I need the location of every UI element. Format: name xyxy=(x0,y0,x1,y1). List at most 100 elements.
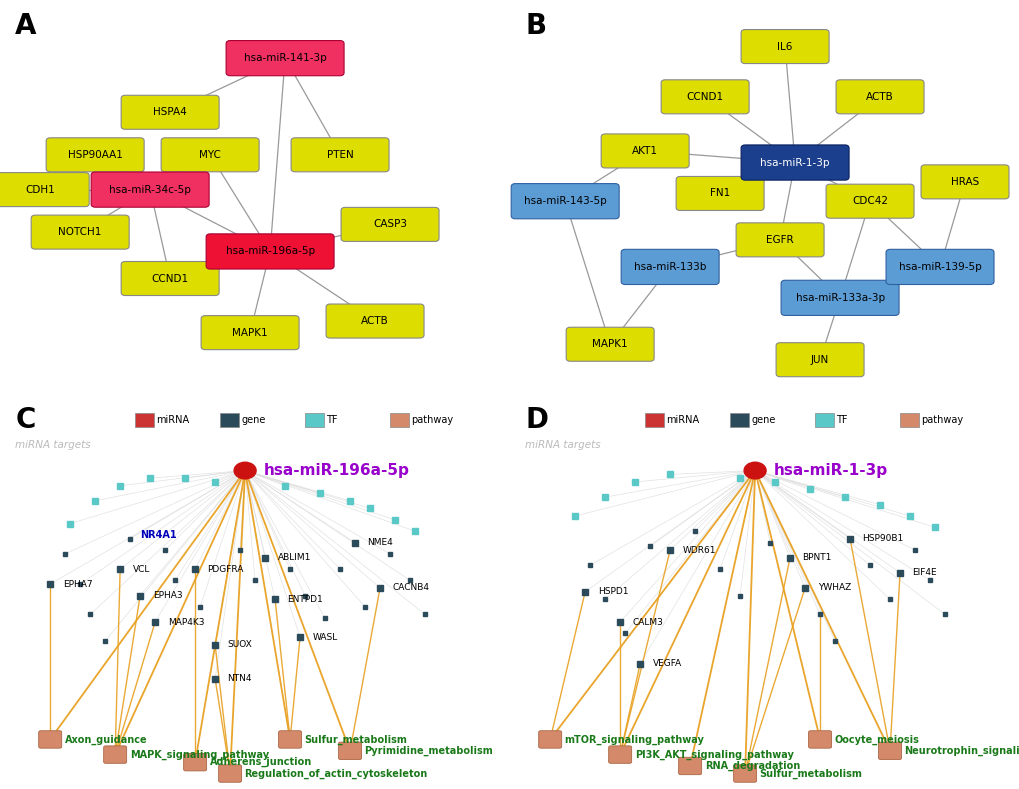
FancyBboxPatch shape xyxy=(836,80,923,114)
Text: HRAS: HRAS xyxy=(950,177,978,187)
Text: miRNA targets: miRNA targets xyxy=(525,440,600,451)
Text: hsa-miR-1-3p: hsa-miR-1-3p xyxy=(772,463,887,478)
FancyBboxPatch shape xyxy=(899,413,918,427)
Text: VEGFA: VEGFA xyxy=(652,659,681,668)
Text: BPNT1: BPNT1 xyxy=(802,553,832,563)
FancyBboxPatch shape xyxy=(730,413,748,427)
Text: A: A xyxy=(15,12,37,39)
FancyBboxPatch shape xyxy=(600,134,689,168)
Text: IL6: IL6 xyxy=(776,42,792,51)
Text: MYC: MYC xyxy=(199,150,221,160)
Text: HSP90AA1: HSP90AA1 xyxy=(67,150,122,160)
FancyBboxPatch shape xyxy=(91,172,209,208)
FancyBboxPatch shape xyxy=(886,249,994,285)
Text: hsa-miR-34c-5p: hsa-miR-34c-5p xyxy=(109,185,191,195)
FancyBboxPatch shape xyxy=(660,80,748,114)
Text: Oocyte_meiosis: Oocyte_meiosis xyxy=(834,735,918,745)
Text: hsa-miR-133b: hsa-miR-133b xyxy=(634,262,705,272)
Text: gene: gene xyxy=(240,415,265,425)
Text: HSPD1: HSPD1 xyxy=(597,587,628,596)
Text: miRNA: miRNA xyxy=(156,415,190,425)
Text: EPHA3: EPHA3 xyxy=(153,591,182,600)
Text: CALM3: CALM3 xyxy=(632,618,663,626)
Text: EPHA7: EPHA7 xyxy=(62,580,92,589)
FancyBboxPatch shape xyxy=(220,413,238,427)
Text: YWHAZ: YWHAZ xyxy=(817,583,850,593)
Text: NTN4: NTN4 xyxy=(227,675,252,683)
FancyBboxPatch shape xyxy=(814,413,833,427)
Text: miRNA targets: miRNA targets xyxy=(15,440,91,451)
Text: hsa-miR-143-5p: hsa-miR-143-5p xyxy=(524,196,606,206)
Text: ENTPD1: ENTPD1 xyxy=(287,595,323,604)
Text: FN1: FN1 xyxy=(709,189,730,199)
Text: MAPK1: MAPK1 xyxy=(592,339,628,350)
FancyBboxPatch shape xyxy=(825,184,913,219)
Text: PTEN: PTEN xyxy=(326,150,354,160)
Text: ACTB: ACTB xyxy=(361,316,388,326)
FancyBboxPatch shape xyxy=(32,215,129,249)
FancyBboxPatch shape xyxy=(206,234,334,269)
FancyBboxPatch shape xyxy=(104,746,126,763)
FancyBboxPatch shape xyxy=(621,249,718,285)
FancyBboxPatch shape xyxy=(511,184,619,219)
FancyBboxPatch shape xyxy=(121,261,219,296)
Text: Sulfur_metabolism: Sulfur_metabolism xyxy=(305,735,407,745)
FancyBboxPatch shape xyxy=(644,413,663,427)
FancyBboxPatch shape xyxy=(608,746,631,763)
FancyBboxPatch shape xyxy=(39,731,61,748)
Circle shape xyxy=(234,462,256,479)
FancyBboxPatch shape xyxy=(736,222,823,257)
Text: pathway: pathway xyxy=(411,415,452,425)
Text: CASP3: CASP3 xyxy=(373,219,407,230)
FancyBboxPatch shape xyxy=(201,316,299,350)
Text: HSP90B1: HSP90B1 xyxy=(862,534,903,544)
Text: PI3K_AKT_signaling_pathway: PI3K_AKT_signaling_pathway xyxy=(634,750,793,760)
Text: C: C xyxy=(15,406,36,434)
Text: ACTB: ACTB xyxy=(865,92,893,102)
Text: Axon_guidance: Axon_guidance xyxy=(64,735,147,745)
Circle shape xyxy=(744,462,765,479)
FancyBboxPatch shape xyxy=(218,765,242,782)
FancyBboxPatch shape xyxy=(877,742,901,760)
Text: mTOR_signaling_pathway: mTOR_signaling_pathway xyxy=(565,735,704,745)
FancyBboxPatch shape xyxy=(920,165,1008,199)
Text: MAPK1: MAPK1 xyxy=(232,327,268,338)
Text: hsa-miR-196a-5p: hsa-miR-196a-5p xyxy=(263,463,409,478)
Text: CCND1: CCND1 xyxy=(152,274,189,283)
FancyBboxPatch shape xyxy=(290,138,388,172)
Text: Pyrimidine_metabolism: Pyrimidine_metabolism xyxy=(364,746,493,756)
Text: TF: TF xyxy=(326,415,337,425)
Text: SUOX: SUOX xyxy=(227,640,252,649)
Text: JUN: JUN xyxy=(810,355,828,365)
FancyBboxPatch shape xyxy=(305,413,323,427)
Text: Adherens_junction: Adherens_junction xyxy=(210,757,312,768)
Text: NME4: NME4 xyxy=(367,538,393,547)
Text: Sulfur_metabolism: Sulfur_metabolism xyxy=(759,768,862,779)
Text: RNA_degradation: RNA_degradation xyxy=(704,761,799,771)
FancyBboxPatch shape xyxy=(183,753,207,771)
FancyBboxPatch shape xyxy=(676,177,763,211)
Text: NOTCH1: NOTCH1 xyxy=(58,227,102,237)
FancyBboxPatch shape xyxy=(340,208,438,241)
Text: MAPK_signaling_pathway: MAPK_signaling_pathway xyxy=(129,750,269,760)
Text: ABLIM1: ABLIM1 xyxy=(277,553,311,563)
FancyBboxPatch shape xyxy=(678,757,701,775)
Text: MAP4K3: MAP4K3 xyxy=(167,618,204,626)
Text: gene: gene xyxy=(750,415,774,425)
FancyBboxPatch shape xyxy=(161,138,259,172)
FancyBboxPatch shape xyxy=(775,342,863,376)
Text: TF: TF xyxy=(836,415,847,425)
Text: WDR61: WDR61 xyxy=(682,545,715,555)
FancyBboxPatch shape xyxy=(121,95,219,129)
FancyBboxPatch shape xyxy=(741,29,828,64)
Text: EIF4E: EIF4E xyxy=(912,568,936,578)
Text: miRNA: miRNA xyxy=(665,415,699,425)
Text: EGFR: EGFR xyxy=(765,235,793,245)
Text: Regulation_of_actin_cytoskeleton: Regulation_of_actin_cytoskeleton xyxy=(245,768,427,779)
Text: VCL: VCL xyxy=(132,564,150,574)
Text: CCND1: CCND1 xyxy=(686,92,722,102)
Text: hsa-miR-133a-3p: hsa-miR-133a-3p xyxy=(795,293,883,303)
Text: PDGFRA: PDGFRA xyxy=(208,564,244,574)
FancyBboxPatch shape xyxy=(0,173,89,207)
Text: hsa-miR-139-5p: hsa-miR-139-5p xyxy=(898,262,980,272)
